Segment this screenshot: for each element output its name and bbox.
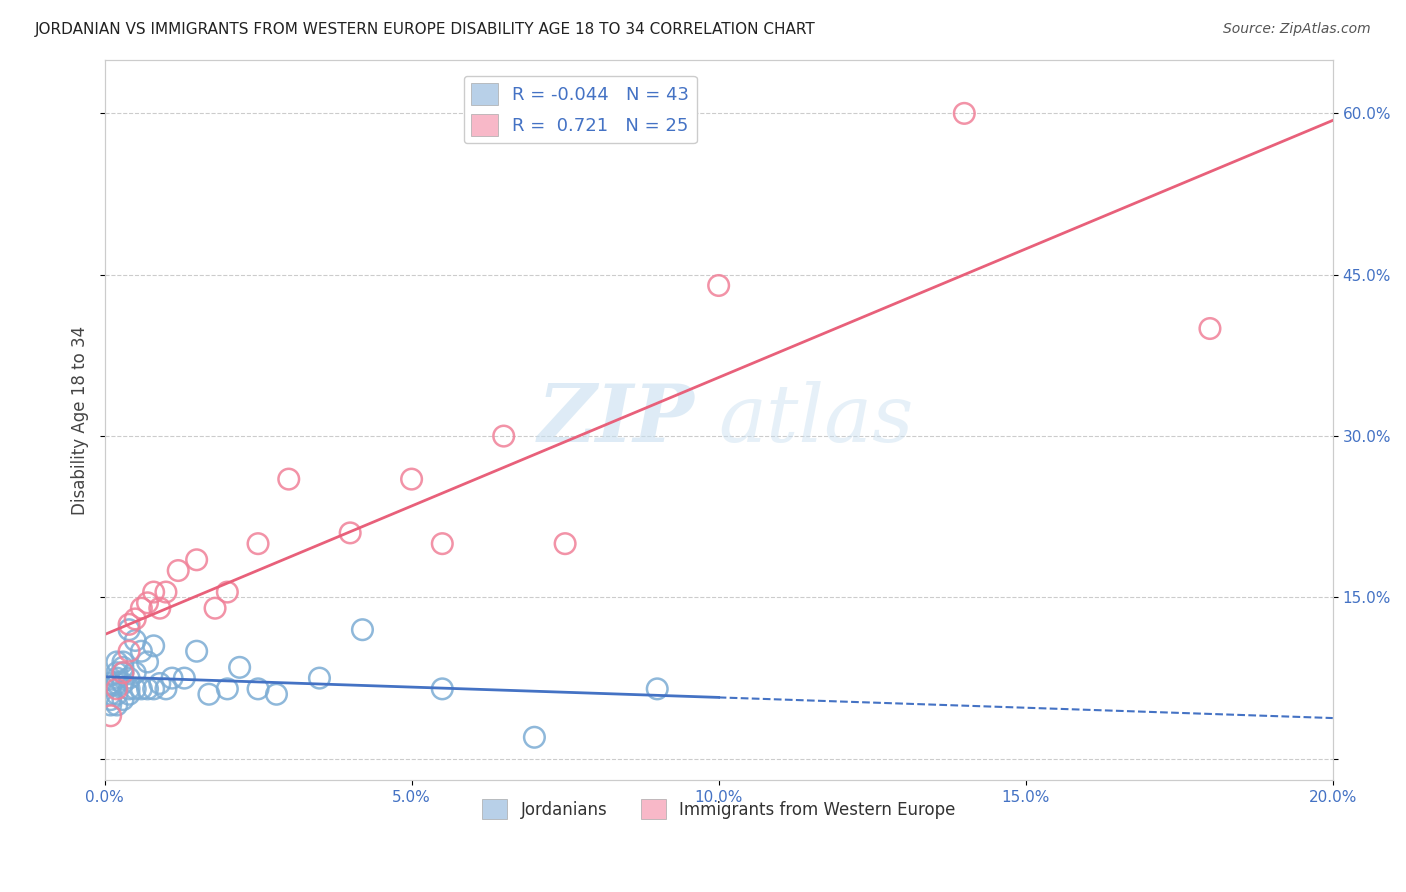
Point: [105, 681, 128, 696]
Point: [142, 681, 165, 696]
Point: [111, 676, 134, 690]
Point: [401, 472, 423, 486]
Point: [131, 601, 153, 615]
Point: [186, 553, 208, 567]
Point: [100, 687, 122, 701]
Point: [352, 623, 374, 637]
Point: [136, 596, 159, 610]
Point: [339, 525, 361, 540]
Point: [173, 671, 195, 685]
Point: [100, 698, 122, 712]
Point: [111, 660, 134, 674]
Point: [149, 676, 172, 690]
Text: ZIP: ZIP: [537, 381, 695, 458]
Point: [953, 106, 976, 120]
Point: [118, 671, 141, 685]
Point: [554, 536, 576, 550]
Point: [155, 681, 177, 696]
Point: [186, 644, 208, 658]
Y-axis label: Disability Age 18 to 34: Disability Age 18 to 34: [72, 326, 89, 515]
Point: [118, 681, 141, 696]
Point: [523, 731, 546, 745]
Legend: Jordanians, Immigrants from Western Europe: Jordanians, Immigrants from Western Euro…: [475, 792, 962, 826]
Point: [124, 633, 146, 648]
Text: atlas: atlas: [718, 381, 914, 458]
Point: [100, 692, 122, 706]
Point: [131, 681, 153, 696]
Text: JORDANIAN VS IMMIGRANTS FROM WESTERN EUROPE DISABILITY AGE 18 TO 34 CORRELATION : JORDANIAN VS IMMIGRANTS FROM WESTERN EUR…: [35, 22, 815, 37]
Point: [111, 665, 134, 680]
Point: [131, 644, 153, 658]
Point: [136, 655, 159, 669]
Point: [105, 665, 128, 680]
Point: [118, 623, 141, 637]
Point: [167, 564, 190, 578]
Point: [198, 687, 221, 701]
Point: [118, 644, 141, 658]
Point: [155, 585, 177, 599]
Point: [432, 681, 454, 696]
Point: [160, 671, 183, 685]
Point: [645, 681, 668, 696]
Point: [111, 665, 134, 680]
Point: [124, 681, 146, 696]
Point: [105, 655, 128, 669]
Point: [142, 639, 165, 653]
Point: [149, 601, 172, 615]
Point: [124, 665, 146, 680]
Point: [136, 681, 159, 696]
Point: [124, 612, 146, 626]
Point: [118, 617, 141, 632]
Point: [100, 676, 122, 690]
Point: [707, 278, 730, 293]
Point: [217, 681, 239, 696]
Point: [105, 676, 128, 690]
Point: [277, 472, 299, 486]
Point: [204, 601, 226, 615]
Point: [308, 671, 330, 685]
Point: [228, 660, 250, 674]
Point: [100, 708, 122, 723]
Point: [142, 585, 165, 599]
Point: [247, 536, 270, 550]
Point: [105, 687, 128, 701]
Point: [432, 536, 454, 550]
Point: [111, 655, 134, 669]
Point: [111, 692, 134, 706]
Point: [247, 681, 270, 696]
Point: [1199, 321, 1222, 335]
Point: [217, 585, 239, 599]
Point: [105, 671, 128, 685]
Text: Source: ZipAtlas.com: Source: ZipAtlas.com: [1223, 22, 1371, 37]
Point: [105, 698, 128, 712]
Point: [118, 687, 141, 701]
Point: [492, 429, 515, 443]
Point: [266, 687, 288, 701]
